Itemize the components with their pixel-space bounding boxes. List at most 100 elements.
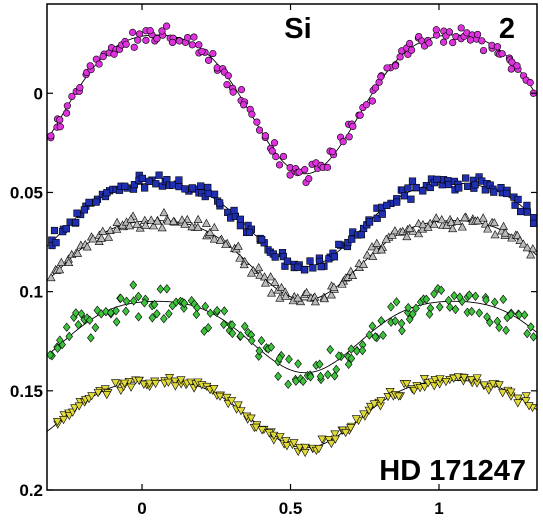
data-point xyxy=(139,380,149,389)
data-point xyxy=(274,371,282,381)
data-point xyxy=(59,416,69,425)
data-point xyxy=(508,58,516,66)
data-point xyxy=(47,132,55,140)
data-point xyxy=(91,322,100,333)
data-point xyxy=(268,147,276,155)
data-point xyxy=(63,102,71,110)
data-point xyxy=(412,183,420,192)
data-point xyxy=(345,133,353,141)
data-point xyxy=(337,279,347,288)
data-point xyxy=(205,227,215,236)
data-point xyxy=(134,376,144,386)
data-point xyxy=(112,217,122,227)
data-point xyxy=(457,24,465,32)
data-point xyxy=(489,218,499,227)
data-point xyxy=(55,265,65,274)
data-point xyxy=(404,184,412,192)
data-point xyxy=(420,383,430,392)
data-point xyxy=(294,263,302,271)
data-point xyxy=(521,397,531,406)
data-point xyxy=(192,309,201,320)
data-point xyxy=(112,224,122,233)
data-point xyxy=(372,238,382,247)
series-2 xyxy=(46,208,538,306)
data-point xyxy=(319,294,329,303)
data-point xyxy=(220,319,228,330)
data-point xyxy=(93,305,102,315)
data-point xyxy=(204,323,213,333)
data-point xyxy=(305,175,313,183)
data-point xyxy=(329,282,339,291)
data-point xyxy=(201,301,210,312)
data-point xyxy=(526,78,534,87)
data-point xyxy=(392,297,401,307)
data-point xyxy=(398,325,406,336)
data-point xyxy=(381,234,391,243)
data-point xyxy=(209,222,219,232)
data-point xyxy=(513,399,523,408)
data-point xyxy=(74,320,83,330)
data-point xyxy=(246,414,256,423)
data-point xyxy=(437,215,447,224)
data-point xyxy=(471,291,480,301)
data-point xyxy=(80,206,89,214)
data-point xyxy=(141,220,151,229)
y-tick-label: 0.1 xyxy=(19,283,43,302)
series-1 xyxy=(46,171,538,274)
data-point xyxy=(85,315,94,325)
data-point xyxy=(170,377,180,386)
data-point xyxy=(159,208,169,217)
data-point xyxy=(445,28,454,36)
series-4 xyxy=(46,373,538,458)
data-point xyxy=(153,309,161,319)
data-point xyxy=(272,152,280,161)
data-point xyxy=(328,148,337,156)
data-point xyxy=(175,183,183,191)
data-point xyxy=(62,322,71,332)
data-point xyxy=(494,381,504,390)
data-point xyxy=(490,230,500,239)
data-point xyxy=(351,415,361,424)
data-point xyxy=(275,433,285,442)
data-point xyxy=(479,381,489,390)
data-point xyxy=(266,288,276,297)
data-point xyxy=(134,291,143,302)
data-point xyxy=(239,260,249,269)
data-point xyxy=(455,184,463,192)
data-point xyxy=(358,259,368,268)
data-point xyxy=(300,443,310,452)
data-point xyxy=(279,152,288,161)
data-point xyxy=(148,313,157,323)
data-point xyxy=(213,305,221,316)
data-point xyxy=(73,248,83,257)
data-point xyxy=(281,291,291,300)
data-point xyxy=(309,264,317,272)
data-point xyxy=(102,391,112,400)
data-point xyxy=(507,309,515,320)
data-point xyxy=(255,126,264,134)
data-point xyxy=(160,314,168,324)
data-point xyxy=(184,33,192,42)
data-point xyxy=(193,214,203,224)
data-point xyxy=(527,322,535,332)
data-point xyxy=(96,233,106,242)
data-point xyxy=(271,253,279,261)
data-point xyxy=(326,440,336,449)
data-point xyxy=(93,389,103,398)
data-point xyxy=(515,310,523,320)
axes-frame xyxy=(46,3,538,491)
data-point xyxy=(50,226,59,235)
data-point xyxy=(56,123,64,131)
data-point xyxy=(455,292,464,302)
data-point xyxy=(500,228,510,237)
data-point xyxy=(490,188,498,196)
data-point xyxy=(324,369,332,380)
data-point xyxy=(317,263,325,271)
data-point xyxy=(153,35,161,43)
data-point xyxy=(513,62,521,70)
data-point xyxy=(397,318,406,329)
data-point xyxy=(236,215,245,223)
data-point xyxy=(432,26,440,34)
data-point xyxy=(56,257,66,266)
data-point xyxy=(356,111,364,119)
